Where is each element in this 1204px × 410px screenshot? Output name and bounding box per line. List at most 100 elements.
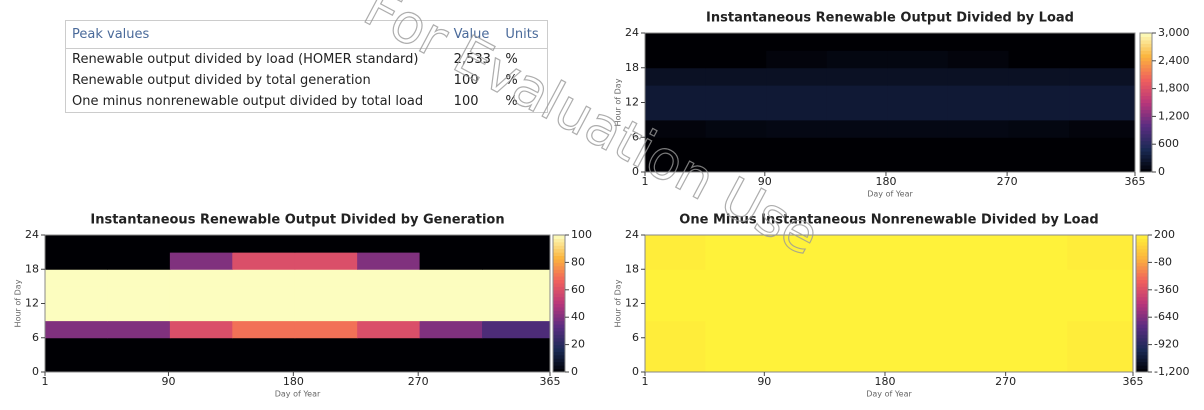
heat-cell bbox=[705, 354, 767, 373]
x-axis-label: Day of Year bbox=[866, 390, 912, 399]
heat-cell bbox=[1067, 269, 1134, 287]
x-tick-label: 180 bbox=[283, 375, 304, 388]
heat-cell bbox=[357, 286, 421, 304]
colorbar-step bbox=[553, 351, 565, 356]
colorbar-step bbox=[1140, 74, 1152, 79]
heat-cell bbox=[826, 85, 888, 103]
heat-cell bbox=[825, 303, 887, 322]
heat-cell bbox=[947, 154, 1009, 173]
colorbar-step bbox=[1136, 320, 1148, 325]
colorbar-label: 1,200 bbox=[1158, 109, 1190, 122]
heat-cell bbox=[1069, 154, 1136, 173]
colorbar-step bbox=[1140, 50, 1152, 55]
heat-cell bbox=[1069, 85, 1136, 103]
colorbar-label: 0 bbox=[571, 365, 578, 378]
colorbar-step bbox=[1136, 296, 1148, 301]
heat-cell bbox=[825, 235, 887, 253]
colorbar-step bbox=[553, 269, 565, 274]
cell: % bbox=[505, 52, 518, 67]
heat-cell bbox=[45, 235, 108, 253]
colorbar-step bbox=[553, 252, 565, 257]
heat-cell bbox=[419, 354, 483, 373]
heat-cell bbox=[357, 269, 421, 287]
heat-cell bbox=[645, 33, 707, 51]
heat-cell bbox=[825, 354, 887, 373]
heat-cell bbox=[946, 303, 1008, 322]
heat-cell bbox=[705, 337, 767, 356]
heat-cell bbox=[946, 354, 1008, 373]
colorbar-step bbox=[1140, 151, 1152, 156]
heat-cell bbox=[887, 154, 949, 173]
colorbar-step bbox=[1136, 330, 1148, 335]
x-tick-label: 90 bbox=[161, 375, 175, 388]
colorbar-step bbox=[1136, 351, 1148, 356]
chart-title: One Minus Instantaneous Nonrenewable Div… bbox=[679, 213, 1098, 228]
cell: Renewable output divided by load (HOMER … bbox=[72, 52, 419, 67]
colorbar-step bbox=[1136, 365, 1148, 370]
colorbar-step bbox=[553, 358, 565, 363]
colorbar-label: 60 bbox=[571, 283, 585, 296]
colorbar-step bbox=[553, 293, 565, 298]
heat-cell bbox=[357, 337, 421, 356]
heat-cell bbox=[887, 137, 949, 156]
colorbar-step bbox=[553, 330, 565, 335]
x-tick-label: 180 bbox=[874, 375, 895, 388]
heat-cell bbox=[645, 154, 707, 173]
header-row: Peak values Value Units bbox=[65, 20, 548, 49]
heat-cell bbox=[419, 337, 483, 356]
peak-table: Peak values Value Units Renewable output… bbox=[65, 20, 548, 113]
heat-cell bbox=[645, 252, 706, 270]
heat-cell bbox=[107, 354, 171, 373]
heat-cell bbox=[482, 303, 551, 322]
colorbar-step bbox=[1140, 78, 1152, 83]
heat-cell bbox=[946, 269, 1008, 287]
x-tick-label: 180 bbox=[875, 175, 896, 188]
heat-cell bbox=[705, 85, 767, 103]
colorbar-step bbox=[1140, 144, 1152, 149]
colorbar-step bbox=[1140, 123, 1152, 128]
heat-cell bbox=[947, 119, 1009, 138]
y-tick-label: 0 bbox=[632, 365, 639, 378]
colorbar-step bbox=[1140, 154, 1152, 159]
chart-title: Instantaneous Renewable Output Divided b… bbox=[90, 213, 504, 228]
heat-cell bbox=[45, 354, 108, 373]
colorbar-step bbox=[553, 348, 565, 352]
heat-cell bbox=[482, 354, 551, 373]
heat-cell bbox=[294, 235, 358, 253]
heat-cell bbox=[645, 119, 707, 138]
x-tick-label: 270 bbox=[997, 175, 1018, 188]
heat-cell bbox=[1067, 303, 1134, 322]
heat-cell bbox=[887, 50, 949, 69]
colorbar-label: -920 bbox=[1154, 338, 1179, 351]
colorbar-step bbox=[553, 317, 565, 322]
colorbar-step bbox=[553, 238, 565, 243]
heat-cell bbox=[232, 320, 296, 339]
heat-cell bbox=[169, 337, 233, 356]
heat-cell bbox=[766, 137, 828, 156]
heat-cell bbox=[482, 252, 551, 270]
heat-cell bbox=[1008, 67, 1070, 86]
heat-cell bbox=[645, 102, 707, 121]
colorbar-step bbox=[1136, 293, 1148, 298]
heat-cell bbox=[169, 269, 233, 287]
heat-cell bbox=[107, 252, 171, 270]
heat-cell bbox=[645, 286, 706, 304]
heat-cell bbox=[705, 269, 767, 287]
heat-cell bbox=[294, 303, 358, 322]
colorbar-step bbox=[1136, 276, 1148, 281]
colorbar-step bbox=[553, 255, 565, 260]
heat-cell bbox=[482, 320, 551, 339]
colorbar-step bbox=[1140, 161, 1152, 166]
colorbar-step bbox=[553, 368, 565, 373]
colorbar-step bbox=[553, 245, 565, 250]
heat-cell bbox=[1008, 119, 1070, 138]
colorbar-step bbox=[1140, 140, 1152, 145]
colorbar-step bbox=[1140, 81, 1152, 86]
heat-cell bbox=[294, 252, 358, 270]
cell: 100 bbox=[453, 94, 479, 109]
heat-cell bbox=[1006, 252, 1068, 270]
colorbar-step bbox=[553, 306, 565, 311]
colorbar-step bbox=[1136, 337, 1148, 342]
heat-cell bbox=[1067, 320, 1134, 339]
colorbar-step bbox=[553, 282, 565, 287]
